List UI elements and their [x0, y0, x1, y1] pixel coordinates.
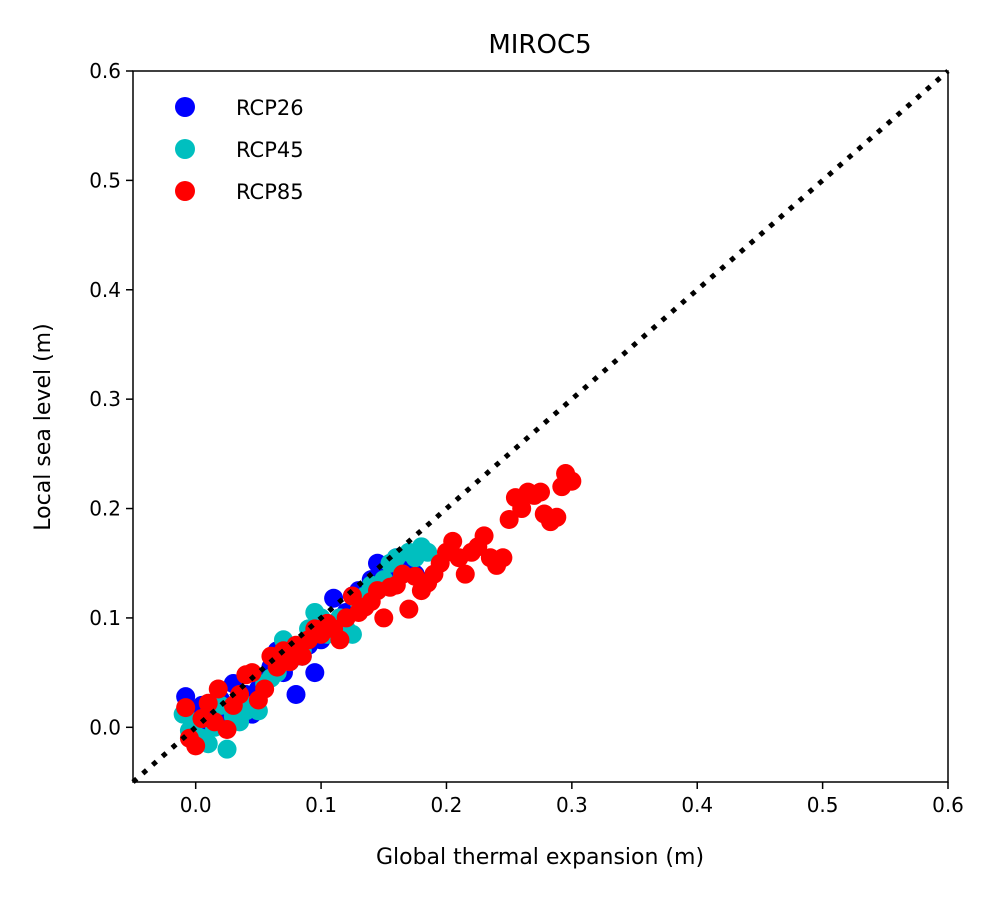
data-point: [342, 586, 362, 606]
legend-marker: [175, 181, 195, 201]
data-point: [198, 693, 218, 713]
x-tick-label: 0.2: [431, 793, 463, 817]
y-axis: 0.0 0.1 0.2 0.3 0.4 0.5 0.6: [89, 59, 133, 739]
legend-item-rcp45: RCP45: [175, 138, 304, 162]
legend-marker: [175, 139, 195, 159]
data-point: [217, 739, 237, 759]
x-tick-label: 0.4: [681, 793, 713, 817]
data-point: [474, 526, 494, 546]
data-point: [499, 509, 519, 529]
y-tick-label: 0.1: [89, 606, 121, 630]
x-tick-label: 0.3: [556, 793, 588, 817]
x-axis: 0.0 0.1 0.2 0.3 0.4 0.5 0.6: [180, 782, 964, 817]
legend-label: RCP85: [236, 180, 304, 204]
data-point: [230, 684, 250, 704]
y-tick-label: 0.3: [89, 387, 121, 411]
legend-marker: [175, 97, 195, 117]
data-point: [531, 482, 550, 502]
data-point: [547, 507, 567, 527]
data-point: [443, 531, 463, 551]
chart-title: MIROC5: [488, 30, 591, 60]
data-point: [255, 679, 275, 699]
one-to-one-reference-line: [131, 69, 950, 784]
data-point: [186, 736, 206, 756]
legend-label: RCP45: [236, 138, 304, 162]
data-point: [324, 588, 344, 608]
data-point: [242, 663, 262, 683]
data-point: [493, 548, 513, 568]
y-tick-label: 0.2: [89, 497, 121, 521]
data-point: [286, 684, 306, 704]
y-tick-label: 0.6: [89, 59, 121, 83]
data-point: [455, 564, 475, 584]
x-tick-label: 0.6: [932, 793, 964, 817]
data-point: [217, 719, 237, 739]
plot-area: [131, 69, 950, 784]
data-point: [305, 663, 325, 683]
legend-item-rcp26: RCP26: [175, 96, 304, 120]
legend: RCP26 RCP45 RCP85: [175, 96, 304, 204]
data-point: [512, 499, 532, 519]
series-rcp85: [176, 464, 582, 756]
y-tick-label: 0.4: [89, 278, 121, 302]
data-point: [374, 608, 394, 628]
y-axis-label: Local sea level (m): [31, 323, 56, 530]
y-tick-label: 0.0: [89, 715, 121, 739]
data-point: [330, 630, 350, 650]
data-point: [208, 679, 228, 699]
data-point: [418, 542, 438, 562]
legend-label: RCP26: [236, 96, 304, 120]
data-point: [399, 599, 419, 619]
plot-frame: [132, 70, 949, 783]
legend-item-rcp85: RCP85: [175, 180, 304, 204]
y-tick-label: 0.5: [89, 168, 121, 192]
x-tick-label: 0.5: [807, 793, 839, 817]
data-point: [176, 698, 196, 718]
data-point: [562, 471, 582, 491]
x-tick-label: 0.0: [180, 793, 212, 817]
x-tick-label: 0.1: [305, 793, 337, 817]
data-point: [292, 646, 312, 666]
x-axis-label: Global thermal expansion (m): [376, 845, 704, 870]
